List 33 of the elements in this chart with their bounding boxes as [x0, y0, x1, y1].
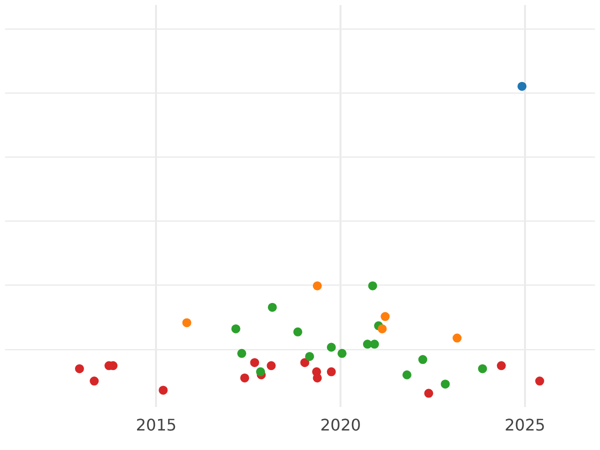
point: [380, 312, 390, 322]
point: [266, 361, 276, 370]
point: [250, 358, 260, 368]
point: [312, 281, 322, 290]
point: [293, 327, 302, 336]
x-tick-label: 2025: [504, 416, 546, 435]
point: [326, 342, 336, 352]
point: [74, 364, 84, 374]
point: [326, 367, 336, 376]
point: [158, 386, 168, 395]
point: [182, 318, 192, 328]
point: [338, 348, 347, 358]
point: [517, 82, 526, 91]
point: [231, 324, 240, 334]
point: [440, 380, 450, 389]
point: [300, 358, 310, 368]
point: [496, 361, 506, 370]
point: [368, 281, 378, 290]
point: [378, 324, 387, 334]
point: [452, 334, 462, 343]
point: [535, 376, 544, 386]
point: [305, 352, 314, 361]
point: [402, 370, 412, 380]
point: [478, 364, 488, 374]
point: [90, 376, 99, 386]
x-tick-label: 2015: [136, 416, 177, 435]
x-tick-label: 2020: [320, 416, 361, 435]
point: [240, 373, 250, 382]
point: [424, 388, 434, 398]
point: [256, 367, 266, 376]
point: [268, 302, 277, 312]
point: [418, 355, 428, 364]
point: [237, 348, 246, 358]
